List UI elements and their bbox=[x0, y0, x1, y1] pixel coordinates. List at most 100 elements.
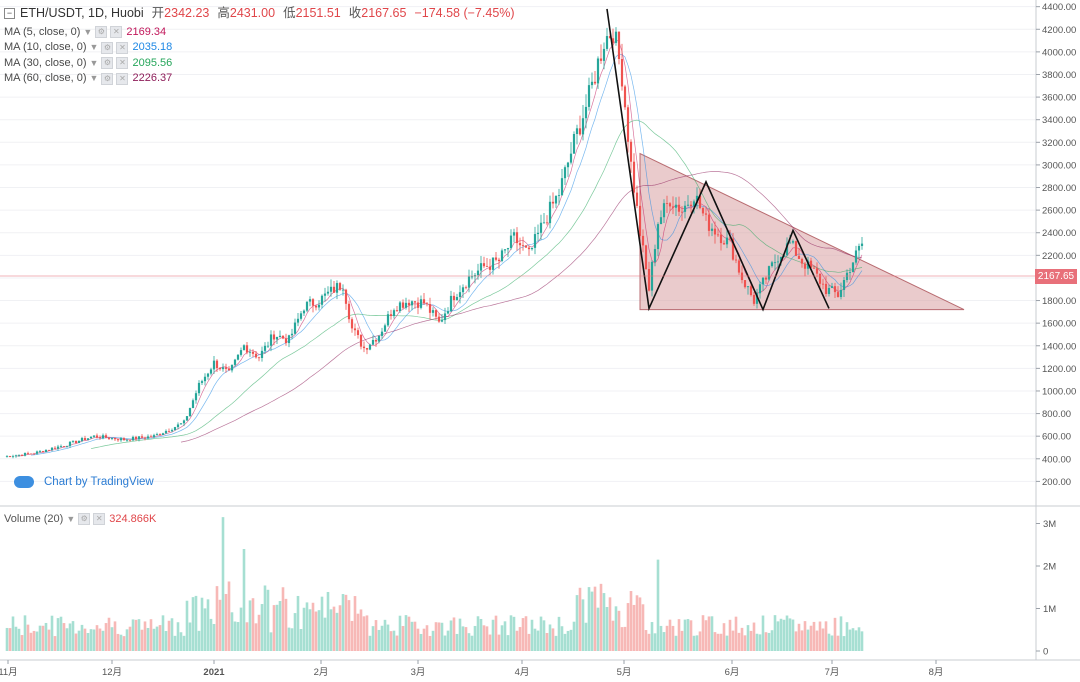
candle-body bbox=[431, 310, 435, 313]
chevron-down-icon[interactable]: ▼ bbox=[89, 73, 99, 83]
candle-body bbox=[149, 436, 153, 438]
volume-legend[interactable]: Volume (20) ▼ ⚙ ✕ 324.866K bbox=[4, 513, 156, 525]
candle-body bbox=[566, 162, 570, 168]
candlesticks bbox=[5, 27, 864, 459]
volume-bar bbox=[143, 621, 147, 651]
volume-bar bbox=[449, 620, 453, 651]
candle-body bbox=[113, 438, 117, 440]
descending-triangle-drawing[interactable] bbox=[639, 152, 965, 311]
settings-icon[interactable]: ⚙ bbox=[101, 72, 114, 85]
volume-bar bbox=[77, 630, 81, 651]
volume-bar bbox=[467, 633, 471, 651]
candle-body bbox=[71, 440, 75, 442]
candle-body bbox=[410, 301, 414, 306]
volume-bar bbox=[824, 621, 828, 651]
volume-bar bbox=[116, 633, 120, 651]
candle-body bbox=[746, 286, 750, 288]
volume-bar bbox=[326, 591, 330, 651]
candle-body bbox=[602, 48, 606, 61]
volume-bar bbox=[215, 586, 219, 651]
volume-bar bbox=[410, 621, 414, 651]
volume-bar bbox=[26, 624, 30, 651]
volume-bar bbox=[629, 591, 633, 651]
volume-bar bbox=[131, 619, 135, 651]
open-label: 开 bbox=[151, 6, 165, 20]
candle-body bbox=[533, 234, 537, 248]
candle-body bbox=[512, 232, 516, 236]
candle-body bbox=[800, 258, 804, 264]
volume-bar bbox=[212, 624, 216, 651]
candle-body bbox=[767, 266, 771, 280]
volume-bar bbox=[740, 627, 744, 651]
candle-body bbox=[167, 430, 171, 432]
volume-bar bbox=[98, 628, 102, 651]
close-icon[interactable]: ✕ bbox=[116, 72, 129, 85]
indicator-row-ma30[interactable]: MA (30, close, 0) ▼ ⚙ ✕ 2095.56 bbox=[4, 56, 515, 72]
settings-icon[interactable]: ⚙ bbox=[95, 26, 108, 39]
candle-body bbox=[77, 440, 81, 444]
volume-bar bbox=[764, 632, 768, 651]
volume-bar bbox=[605, 607, 609, 651]
close-icon[interactable]: ✕ bbox=[116, 41, 129, 54]
chevron-down-icon[interactable]: ▼ bbox=[66, 514, 76, 524]
close-icon[interactable]: ✕ bbox=[116, 57, 129, 70]
volume-bar bbox=[761, 615, 765, 651]
volume-bar bbox=[188, 622, 192, 651]
volume-bar bbox=[368, 635, 372, 651]
indicator-row-ma5[interactable]: MA (5, close, 0) ▼ ⚙ ✕ 2169.34 bbox=[4, 25, 515, 41]
candle-body bbox=[227, 368, 231, 371]
volume-bar bbox=[470, 635, 474, 651]
volume-bar bbox=[302, 607, 306, 651]
candle-body bbox=[671, 206, 675, 208]
indicator-row-ma60[interactable]: MA (60, close, 0) ▼ ⚙ ✕ 2226.37 bbox=[4, 71, 515, 87]
volume-bar bbox=[554, 635, 558, 651]
volume-bar bbox=[821, 628, 825, 651]
chevron-down-icon[interactable]: ▼ bbox=[89, 57, 99, 68]
candle-body bbox=[737, 260, 741, 273]
indicator-row-ma10[interactable]: MA (10, close, 0) ▼ ⚙ ✕ 2035.18 bbox=[4, 40, 515, 56]
volume-bar bbox=[749, 630, 753, 651]
volume-bar bbox=[608, 597, 612, 651]
volume-bar bbox=[860, 631, 864, 651]
volume-bar bbox=[239, 607, 243, 651]
candle-body bbox=[311, 299, 315, 306]
indicator-value: 2035.18 bbox=[132, 41, 173, 53]
candle-body bbox=[518, 243, 522, 246]
watermark-text: Chart by TradingView bbox=[44, 476, 154, 488]
symbol-title[interactable]: ETH/USDT, 1D, Huobi bbox=[20, 6, 144, 20]
close-icon[interactable]: ✕ bbox=[110, 26, 123, 39]
candle-body bbox=[536, 232, 540, 235]
volume-bar bbox=[677, 619, 681, 651]
tradingview-watermark[interactable]: Chart by TradingView bbox=[14, 476, 154, 488]
chevron-down-icon[interactable]: ▼ bbox=[89, 42, 99, 52]
volume-bar bbox=[719, 633, 723, 651]
price-tick-label: 1200.00 bbox=[1042, 364, 1076, 375]
volume-tick-label: 0 bbox=[1043, 647, 1048, 658]
settings-icon[interactable]: ⚙ bbox=[101, 57, 114, 70]
volume-bar bbox=[5, 627, 9, 651]
candle-body bbox=[146, 436, 150, 439]
candle-body bbox=[338, 283, 342, 290]
volume-bar bbox=[110, 627, 114, 651]
volume-bar bbox=[458, 618, 462, 651]
chevron-down-icon[interactable]: ▼ bbox=[83, 26, 93, 37]
candle-body bbox=[137, 436, 141, 440]
settings-icon[interactable]: ⚙ bbox=[78, 513, 91, 525]
candle-body bbox=[260, 350, 264, 358]
candle-body bbox=[335, 283, 339, 293]
price-grid bbox=[0, 6, 1036, 482]
collapse-icon[interactable]: − bbox=[4, 8, 15, 20]
volume-bar bbox=[29, 632, 33, 651]
volume-bar bbox=[752, 622, 756, 651]
candle-body bbox=[830, 286, 834, 288]
close-icon[interactable]: ✕ bbox=[93, 513, 106, 525]
open-value: 2342.23 bbox=[164, 6, 210, 20]
candle-body bbox=[398, 302, 402, 312]
candle-body bbox=[764, 277, 768, 280]
candle-body bbox=[716, 234, 720, 236]
candle-body bbox=[797, 255, 801, 259]
zigzag-drawing[interactable] bbox=[606, 8, 830, 312]
settings-icon[interactable]: ⚙ bbox=[101, 41, 114, 54]
price-tick-label: 2200.00 bbox=[1042, 251, 1076, 262]
